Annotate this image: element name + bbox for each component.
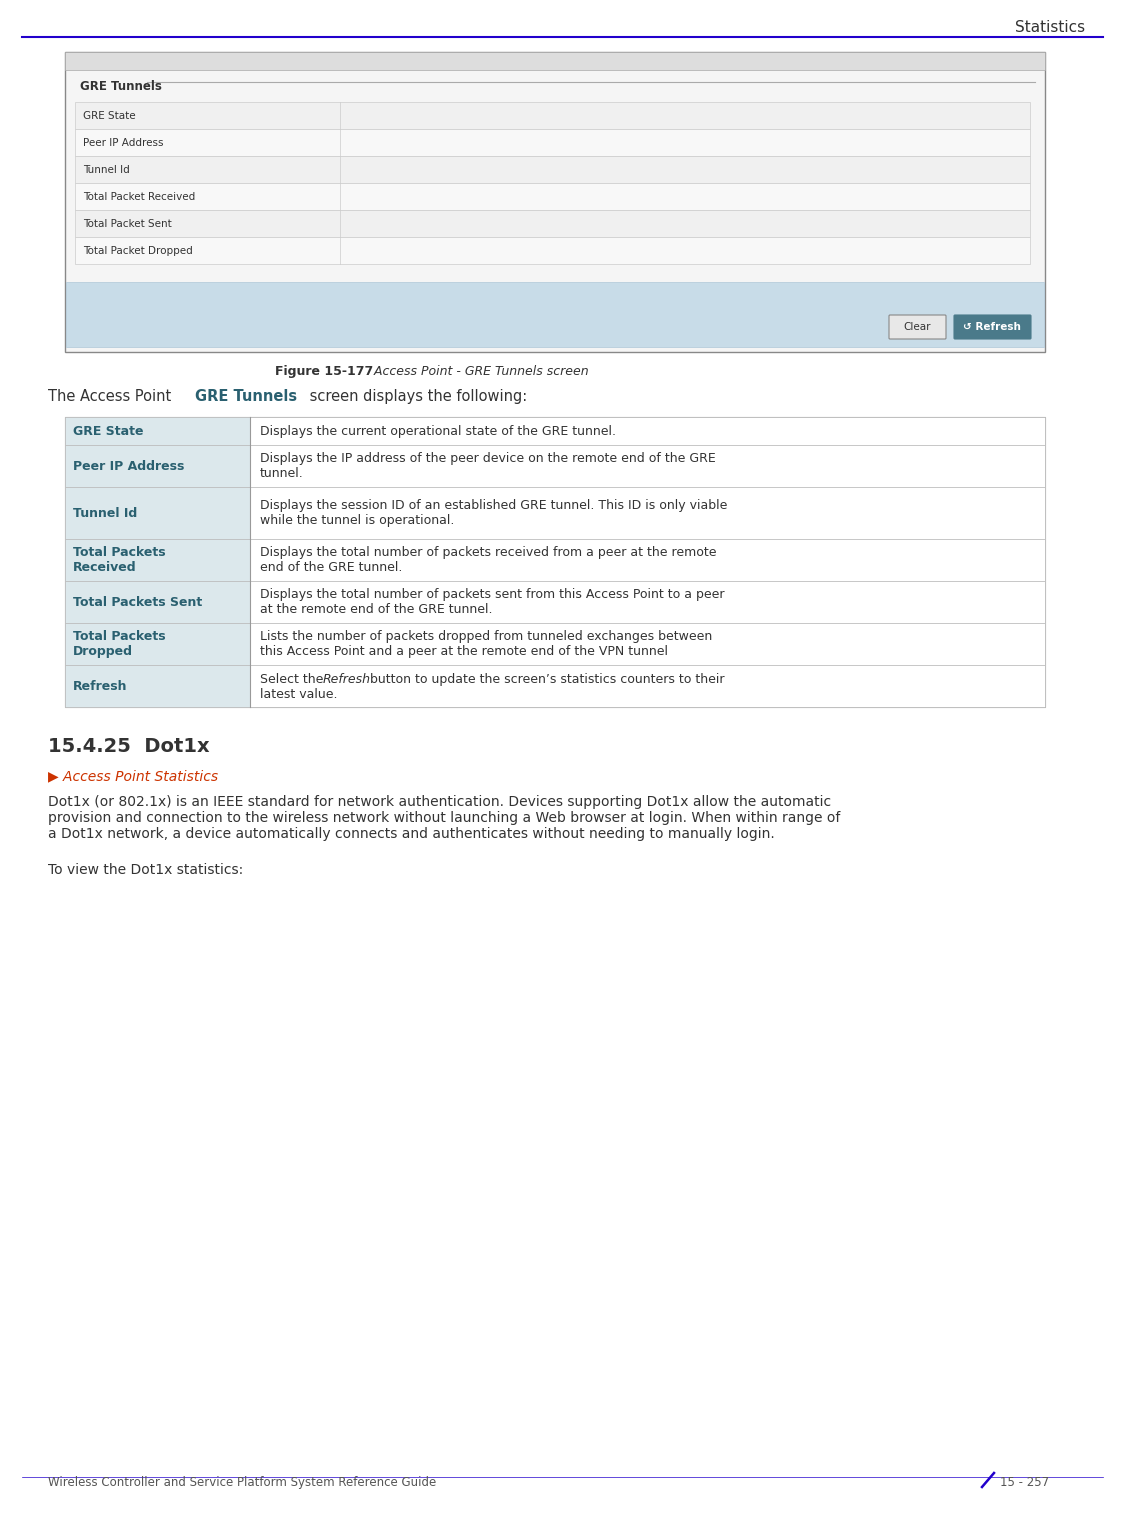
- Bar: [75, 156, 1030, 184]
- Bar: [65, 539, 250, 581]
- Text: Tunnel Id: Tunnel Id: [83, 164, 129, 174]
- Bar: [65, 487, 1045, 539]
- Text: Displays the total number of packets sent from this Access Point to a peer
at th: Displays the total number of packets sen…: [260, 589, 724, 616]
- Text: Figure 15-177: Figure 15-177: [274, 366, 374, 378]
- Text: latest value.: latest value.: [260, 687, 338, 701]
- Bar: [65, 623, 250, 664]
- Text: Select the: Select the: [260, 672, 327, 686]
- Bar: [65, 417, 1045, 707]
- Bar: [65, 52, 1045, 352]
- Text: The Access Point: The Access Point: [48, 388, 176, 404]
- Text: screen displays the following:: screen displays the following:: [305, 388, 528, 404]
- Bar: [65, 444, 1045, 487]
- Text: Peer IP Address: Peer IP Address: [83, 138, 163, 147]
- Text: GRE Tunnels: GRE Tunnels: [80, 80, 162, 93]
- Bar: [65, 417, 1045, 444]
- Bar: [65, 487, 250, 539]
- Bar: [65, 581, 250, 623]
- Bar: [65, 664, 250, 707]
- Text: ▶ Access Point Statistics: ▶ Access Point Statistics: [48, 769, 218, 783]
- Text: Refresh: Refresh: [323, 672, 371, 686]
- Text: Dot1x (or 802.1x) is an IEEE standard for network authentication. Devices suppor: Dot1x (or 802.1x) is an IEEE standard fo…: [48, 795, 840, 842]
- Text: GRE State: GRE State: [83, 111, 136, 120]
- Text: Peer IP Address: Peer IP Address: [73, 460, 184, 472]
- Text: Total Packets
Dropped: Total Packets Dropped: [73, 630, 165, 658]
- Text: GRE State: GRE State: [73, 425, 144, 437]
- Bar: [75, 209, 1030, 237]
- Bar: [65, 52, 1045, 70]
- Text: Statistics: Statistics: [1015, 20, 1084, 35]
- Text: ↺ Refresh: ↺ Refresh: [963, 322, 1022, 332]
- Bar: [65, 623, 1045, 664]
- Bar: [65, 417, 250, 444]
- FancyBboxPatch shape: [889, 316, 946, 338]
- Bar: [65, 444, 250, 487]
- Text: Displays the session ID of an established GRE tunnel. This ID is only viable
whi: Displays the session ID of an establishe…: [260, 499, 728, 526]
- Text: GRE Tunnels: GRE Tunnels: [195, 388, 297, 404]
- Text: 15 - 257: 15 - 257: [1000, 1476, 1050, 1490]
- Text: Access Point - GRE Tunnels screen: Access Point - GRE Tunnels screen: [366, 366, 588, 378]
- FancyBboxPatch shape: [954, 316, 1030, 338]
- Text: Total Packet Received: Total Packet Received: [83, 191, 196, 202]
- Bar: [75, 129, 1030, 156]
- Text: Total Packet Sent: Total Packet Sent: [83, 218, 172, 229]
- Bar: [65, 581, 1045, 623]
- Text: Displays the total number of packets received from a peer at the remote
end of t: Displays the total number of packets rec…: [260, 546, 717, 573]
- Text: Total Packets
Received: Total Packets Received: [73, 546, 165, 573]
- Text: Wireless Controller and Service Platform System Reference Guide: Wireless Controller and Service Platform…: [48, 1476, 437, 1490]
- Bar: [75, 237, 1030, 264]
- Text: 15.4.25  Dot1x: 15.4.25 Dot1x: [48, 737, 209, 755]
- Bar: [65, 539, 1045, 581]
- Text: Lists the number of packets dropped from tunneled exchanges between
this Access : Lists the number of packets dropped from…: [260, 630, 712, 658]
- Text: Refresh: Refresh: [73, 680, 127, 692]
- Text: button to update the screen’s statistics counters to their: button to update the screen’s statistics…: [366, 672, 724, 686]
- Bar: [65, 664, 1045, 707]
- Text: Total Packets Sent: Total Packets Sent: [73, 596, 202, 608]
- Text: Displays the IP address of the peer device on the remote end of the GRE
tunnel.: Displays the IP address of the peer devi…: [260, 452, 716, 479]
- Text: Tunnel Id: Tunnel Id: [73, 507, 137, 519]
- Bar: [66, 282, 1044, 347]
- Text: Displays the current operational state of the GRE tunnel.: Displays the current operational state o…: [260, 425, 616, 437]
- Bar: [75, 102, 1030, 129]
- Bar: [75, 184, 1030, 209]
- Text: Total Packet Dropped: Total Packet Dropped: [83, 246, 192, 255]
- Text: To view the Dot1x statistics:: To view the Dot1x statistics:: [48, 863, 243, 877]
- Text: Clear: Clear: [903, 322, 930, 332]
